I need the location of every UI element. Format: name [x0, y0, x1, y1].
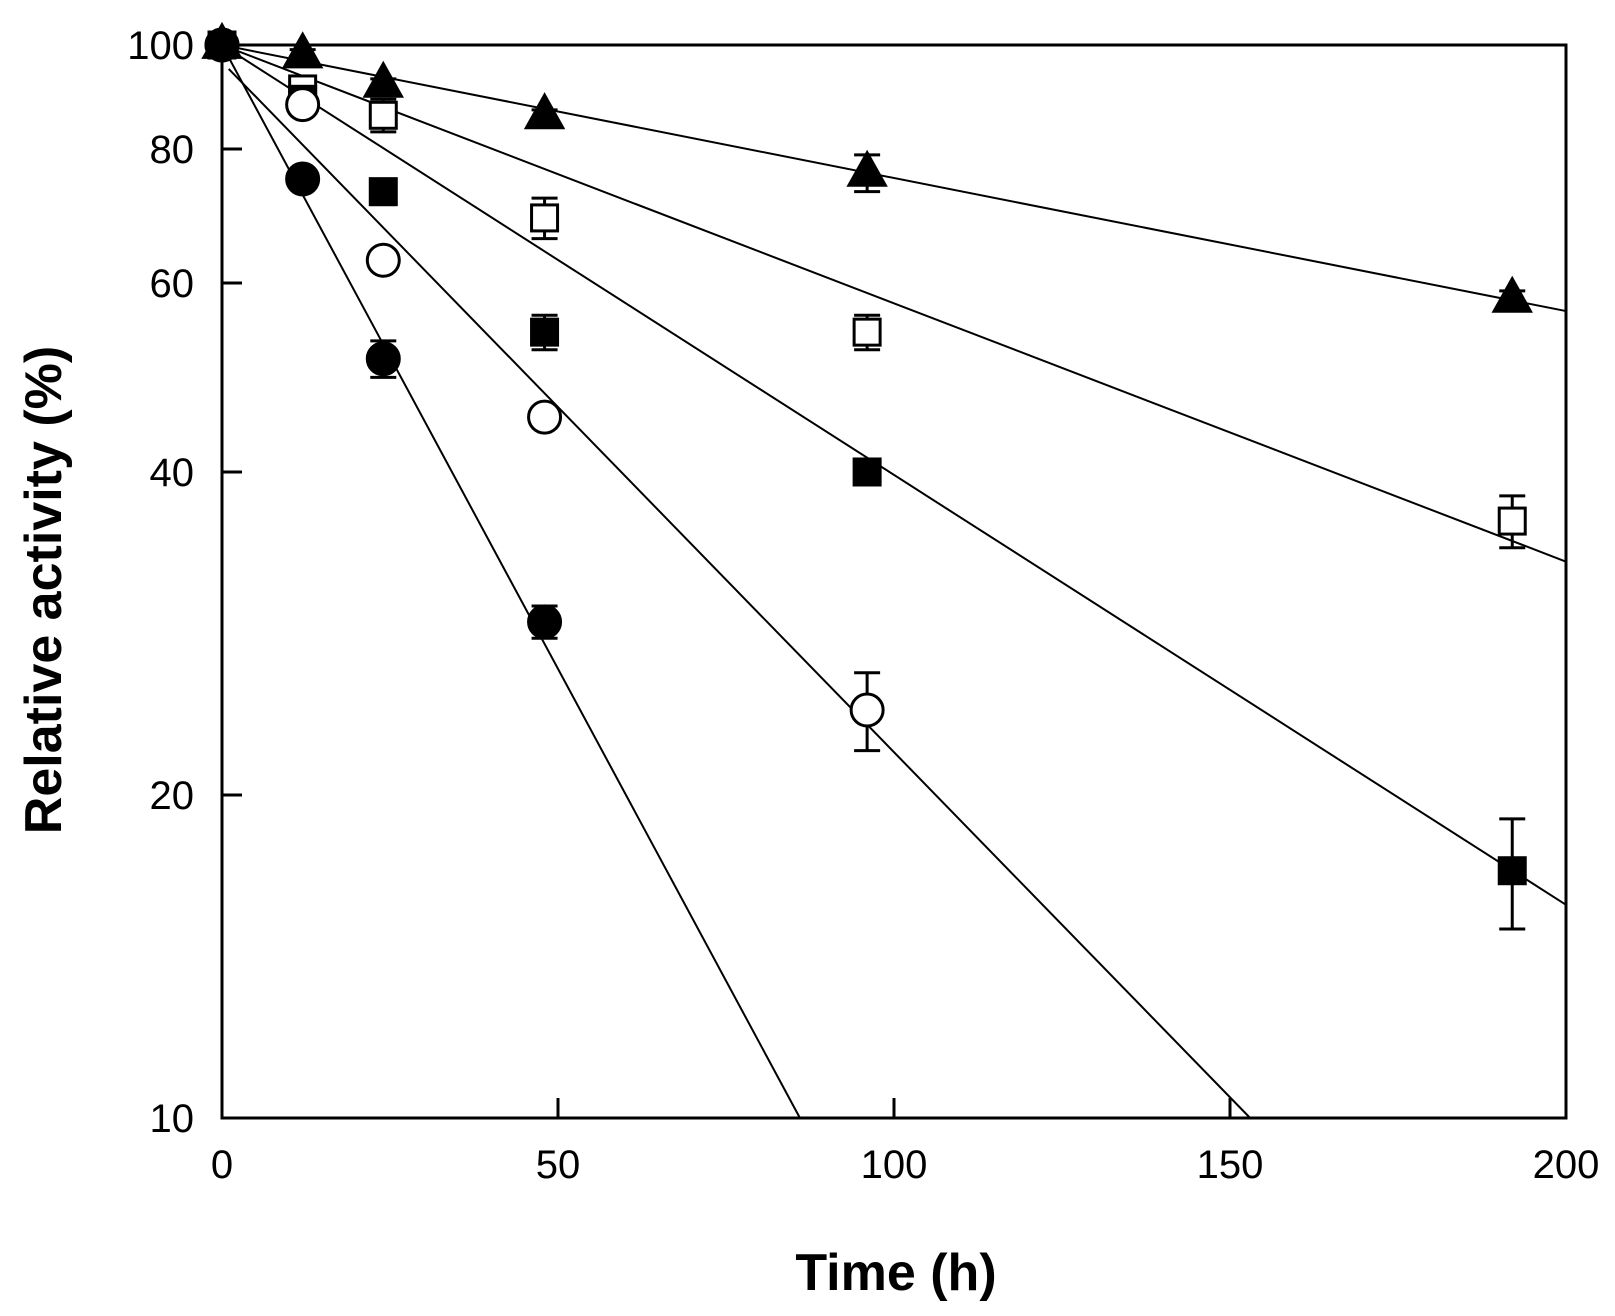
- x-tick-label: 100: [861, 1143, 928, 1187]
- x-tick-label: 150: [1197, 1143, 1264, 1187]
- filled-square-marker: [852, 457, 882, 487]
- filled-circle-marker: [285, 161, 321, 197]
- fit-line: [228, 68, 1251, 1119]
- fit-line: [221, 44, 1567, 563]
- filled-square-marker: [368, 177, 398, 207]
- fit-lines: [221, 44, 1567, 1119]
- fit-line: [221, 44, 801, 1119]
- open-square-marker: [530, 203, 560, 233]
- open-square-marker: [368, 100, 398, 130]
- fit-line: [221, 44, 1567, 906]
- open-circle-marker: [849, 692, 885, 728]
- data-markers: [201, 21, 1533, 886]
- x-tick-label: 0: [211, 1143, 233, 1187]
- triangle-marker: [846, 149, 888, 187]
- triangle-marker: [523, 92, 566, 130]
- y-tick-label: 20: [150, 774, 195, 818]
- x-tick-label: 200: [1533, 1143, 1600, 1187]
- y-tick-label: 100: [127, 24, 194, 68]
- y-tick-label: 40: [150, 451, 195, 495]
- fit-line: [221, 44, 1567, 313]
- y-tick-label: 60: [150, 262, 195, 306]
- open-circle-marker: [365, 242, 401, 278]
- y-axis-title: Relative activity (%): [15, 346, 73, 834]
- triangle-marker: [362, 60, 404, 98]
- open-square-marker: [852, 317, 882, 347]
- open-circle-marker: [285, 87, 321, 123]
- filled-circle-marker: [527, 604, 563, 640]
- y-axis-ticks: 10 20 40 60 80 100: [127, 24, 242, 1141]
- triangle-marker: [1491, 275, 1533, 313]
- y-tick-label: 80: [150, 128, 195, 172]
- x-axis-title: Time (h): [795, 1244, 996, 1302]
- filled-square-marker: [530, 317, 560, 347]
- triangle-marker: [281, 31, 324, 69]
- open-circle-marker: [527, 399, 563, 435]
- open-square-marker: [1497, 506, 1527, 536]
- y-tick-label: 10: [150, 1097, 195, 1141]
- filled-square-marker: [1497, 856, 1527, 886]
- filled-circle-marker: [365, 341, 401, 377]
- x-tick-label: 50: [536, 1143, 581, 1187]
- x-axis-ticks: 0 50 100 150 200: [211, 1098, 1600, 1187]
